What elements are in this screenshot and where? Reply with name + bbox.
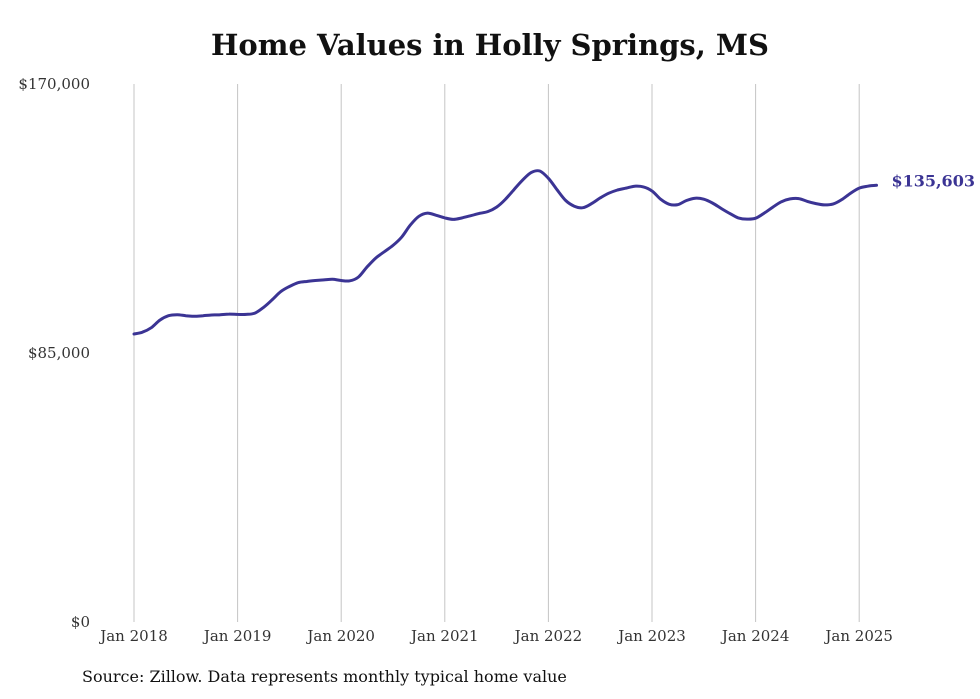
series-line (132, 169, 878, 336)
x-axis-ticks: Jan 2018 Jan 2019 Jan 2020 Jan 2021 Jan 2022… (98, 627, 893, 645)
x-tick-label: Jan 2023 (616, 627, 686, 645)
x-tick-label: Jan 2022 (513, 627, 583, 645)
source-note: Source: Zillow. Data represents monthly … (82, 667, 567, 686)
x-tick-label: Jan 2020 (305, 627, 375, 645)
x-tick-label: Jan 2018 (98, 627, 168, 645)
x-tick-label: Jan 2021 (409, 627, 479, 645)
chart-title: Home Values in Holly Springs, MS (211, 28, 769, 62)
series-layer: $135,603 (132, 169, 975, 336)
x-tick-label: Jan 2025 (823, 627, 893, 645)
end-value-label: $135,603 (891, 171, 975, 190)
y-tick-label: $85,000 (28, 344, 90, 362)
y-tick-label: $170,000 (18, 75, 90, 93)
y-axis-ticks: $0 $85,000 $170,000 (18, 75, 90, 631)
x-tick-label: Jan 2024 (720, 627, 790, 645)
grid-lines (133, 84, 860, 622)
x-tick-label: Jan 2019 (202, 627, 272, 645)
y-tick-label: $0 (71, 613, 90, 631)
